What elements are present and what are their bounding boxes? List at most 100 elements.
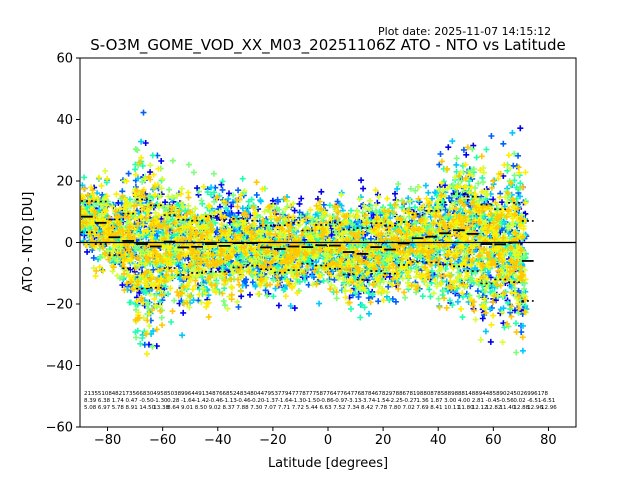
bin-label: 1.36 bbox=[416, 398, 429, 404]
bin-label: 13.38 bbox=[153, 405, 169, 411]
bin-label: 6.38 bbox=[98, 398, 111, 404]
bin-label: 3.00 bbox=[444, 398, 457, 404]
bin-label: -0.27 bbox=[403, 398, 418, 404]
bin-label: 5.78 bbox=[112, 405, 125, 411]
bin-label: 7775 bbox=[306, 391, 320, 397]
x-axis-label: Latitude [degrees] bbox=[268, 456, 388, 471]
bin-label: 5108 bbox=[98, 391, 112, 397]
bin-label: 8894 bbox=[472, 391, 486, 397]
x-tick-label: 60 bbox=[485, 433, 502, 448]
bin-label: 5026 bbox=[513, 391, 527, 397]
bin-label: 1.87 bbox=[430, 398, 443, 404]
bin-label: 7356 bbox=[126, 391, 140, 397]
bin-label: -1.64 bbox=[181, 398, 196, 404]
plot-date: Plot date: 2025-11-07 14:15:12 bbox=[378, 25, 551, 38]
bin-label: 6.97 bbox=[98, 405, 111, 411]
bin-label: 8785 bbox=[430, 391, 444, 397]
bin-label: 9880 bbox=[416, 391, 430, 397]
bin-label: 9788 bbox=[389, 391, 403, 397]
bin-label: 10.11 bbox=[444, 405, 460, 411]
bin-label: 0.02 bbox=[513, 398, 525, 404]
y-tick-label: 20 bbox=[56, 175, 73, 190]
bin-label: 78 bbox=[541, 391, 548, 397]
x-tick-label: 0 bbox=[324, 433, 332, 448]
y-axis-ticks: −60 −40 −20 0 20 40 60 bbox=[46, 52, 80, 436]
bin-label: 7.72 bbox=[292, 405, 304, 411]
bin-label: 8.91 bbox=[126, 405, 138, 411]
bin-label: 4958 bbox=[153, 391, 167, 397]
bin-label: 1.74 bbox=[112, 398, 125, 404]
bin-label: -6.51 bbox=[527, 398, 541, 404]
x-axis-ticks: −80 −60 −40 −20 0 20 40 60 80 bbox=[94, 427, 557, 448]
bin-label: 9961 bbox=[527, 391, 541, 397]
x-tick-label: −20 bbox=[259, 433, 286, 448]
scatter-series-6 bbox=[80, 152, 529, 357]
bin-label: 8814 bbox=[458, 391, 472, 397]
bin-label: 8784 bbox=[361, 391, 375, 397]
bin-label: 7.71 bbox=[278, 405, 290, 411]
bin-label: 11.80 bbox=[458, 405, 474, 411]
bin-label: -1.50 bbox=[306, 398, 321, 404]
bin-label: 8.50 bbox=[195, 405, 208, 411]
std-markers-layer bbox=[81, 193, 534, 302]
bin-label: 7.30 bbox=[250, 405, 263, 411]
bin-label: 9964 bbox=[181, 391, 195, 397]
bin-label: 6852 bbox=[223, 391, 237, 397]
bin-label: 7778 bbox=[292, 391, 306, 397]
x-tick-label: −40 bbox=[204, 433, 231, 448]
bin-label: 2.81 bbox=[472, 398, 484, 404]
bin-label: -3.74 bbox=[361, 398, 376, 404]
bin-label: 11.40 bbox=[500, 405, 516, 411]
bin-label: 8.42 bbox=[361, 405, 373, 411]
bin-label: 2135 bbox=[84, 391, 98, 397]
y-tick-label: 0 bbox=[65, 236, 73, 251]
bin-label: 7.69 bbox=[416, 405, 429, 411]
bin-labels-layer: 2135 5108 4821 7356 6830 4958 5038 9964 4913 4876… bbox=[84, 391, 557, 411]
x-tick-label: −60 bbox=[149, 433, 176, 448]
bin-label: 12.12 bbox=[472, 405, 488, 411]
y-tick-label: 40 bbox=[56, 113, 73, 128]
x-tick-label: 80 bbox=[540, 433, 557, 448]
bin-label: -0.46 bbox=[209, 398, 224, 404]
y-tick-label: −20 bbox=[46, 298, 73, 313]
bin-label: 8.39 bbox=[84, 398, 97, 404]
bin-label: 7.52 bbox=[333, 405, 345, 411]
bin-label: 6781 bbox=[403, 391, 417, 397]
bin-label: 5.44 bbox=[306, 405, 319, 411]
bin-label: -1.30 bbox=[153, 398, 168, 404]
bin-label: 7.88 bbox=[236, 405, 249, 411]
bin-label: 7.02 bbox=[403, 405, 415, 411]
bin-label: 4876 bbox=[209, 391, 223, 397]
bin-label: 12.82 bbox=[486, 405, 502, 411]
bin-label: -1.37 bbox=[264, 398, 279, 404]
bin-label: -0.45 bbox=[486, 398, 501, 404]
bin-label: -1.64 bbox=[278, 398, 293, 404]
bin-label: 5.08 bbox=[84, 405, 97, 411]
bin-label: -0.56 bbox=[500, 398, 515, 404]
bin-label: 12.96 bbox=[541, 405, 557, 411]
bin-label: 6782 bbox=[375, 391, 389, 397]
bin-label: 9.01 bbox=[181, 405, 193, 411]
bin-label: 6830 bbox=[139, 391, 153, 397]
bin-label: 8.37 bbox=[223, 405, 236, 411]
bin-label: 7.34 bbox=[347, 405, 360, 411]
bin-label: -0.20 bbox=[250, 398, 265, 404]
bin-label: -3.13 bbox=[347, 398, 362, 404]
scatter-points-layer bbox=[80, 109, 530, 357]
bin-label: 6.63 bbox=[319, 405, 332, 411]
bin-label: 0.47 bbox=[126, 398, 139, 404]
bin-label: 14.50 bbox=[139, 405, 155, 411]
bin-label: -1.54 bbox=[375, 398, 390, 404]
bin-label: 7953 bbox=[264, 391, 278, 397]
bin-label: 8044 bbox=[250, 391, 264, 397]
bin-label: 7.78 bbox=[375, 405, 388, 411]
chart-title: S-O3M_GOME_VOD_XX_M03_20251106Z ATO - NT… bbox=[90, 36, 566, 55]
bin-label: 8.41 bbox=[430, 405, 442, 411]
bin-label: 4.00 bbox=[458, 398, 471, 404]
y-tick-label: −40 bbox=[46, 359, 73, 374]
bin-label: -6.51 bbox=[541, 398, 555, 404]
bin-label: -0.46 bbox=[236, 398, 251, 404]
y-tick-label: −60 bbox=[46, 421, 73, 436]
bin-label: 4858 bbox=[486, 391, 500, 397]
